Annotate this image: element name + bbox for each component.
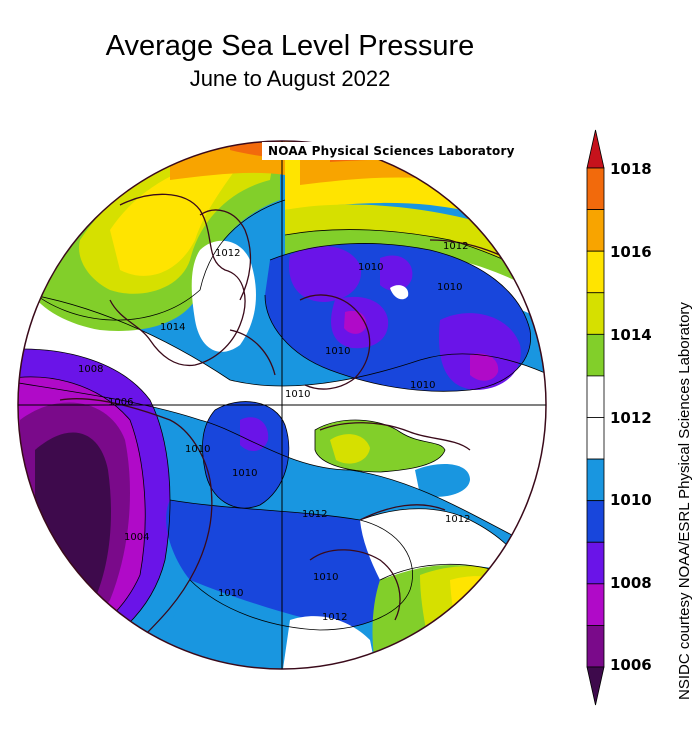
contour-label: 1012 (302, 509, 327, 520)
colorbar-band (586, 458, 605, 502)
colorbar-band (586, 500, 605, 543)
contour-label: 1014 (160, 322, 185, 333)
field-1011-alaska (415, 464, 470, 497)
colorbar-band (586, 209, 605, 252)
colorbar-tick-label: 1016 (610, 243, 652, 261)
colorbar-tick-label: 1012 (610, 409, 652, 427)
colorbar-band (586, 541, 605, 585)
contour-label: 1010 (285, 389, 310, 400)
noaa-credit-box: NOAA Physical Sciences Laboratory (262, 142, 521, 160)
contour-label: 1012 (443, 241, 468, 252)
contour-label: 1012 (322, 612, 347, 623)
colorbar-bands (586, 129, 605, 706)
colorbar-band (586, 292, 605, 335)
colorbar-tick-label: 1014 (610, 326, 652, 344)
colorbar-band (586, 666, 605, 706)
contour-label: 1004 (124, 532, 149, 543)
contour-label: 1010 (185, 444, 210, 455)
colorbar-tick-label: 1006 (610, 656, 652, 674)
field-1010-center (202, 401, 289, 509)
field-1012-e (390, 285, 409, 300)
colorbar-band (586, 250, 605, 294)
contour-label: 1010 (410, 380, 435, 391)
contour-label: 1012 (215, 248, 240, 259)
contour-label: 1008 (78, 364, 103, 375)
contour-label: 1010 (232, 468, 257, 479)
map-subtitle: June to August 2022 (189, 66, 391, 91)
contour-label: 1010 (437, 282, 462, 293)
colorbar-band (586, 417, 605, 460)
field-1009-b (380, 255, 413, 291)
field-1015-center (330, 434, 370, 464)
contour-label: 1010 (218, 588, 243, 599)
contour-label: 1010 (325, 346, 350, 357)
colorbar-band (586, 129, 605, 169)
colorbar-tick-label: 1018 (610, 160, 652, 178)
colorbar-tick-label: 1008 (610, 574, 652, 592)
field-1009-d (439, 313, 521, 390)
contour-label: 1012 (445, 514, 470, 525)
field-1008-d (470, 353, 499, 381)
contour-label: 1010 (313, 572, 338, 583)
field-1009-center (240, 417, 269, 452)
colorbar-band (586, 375, 605, 418)
colorbar-band (586, 167, 605, 210)
contour-label-group: 1012 1014 1010 1010 1012 1010 1010 1010 … (78, 241, 470, 623)
colorbar-band (586, 333, 605, 377)
field-1012-south (280, 616, 380, 669)
colorbar-band (586, 625, 605, 668)
colorbar-band (586, 583, 605, 626)
field-1009-a (289, 246, 361, 302)
side-credit-label: NSIDC courtesy NOAA/ESRL Physical Scienc… (676, 302, 693, 700)
colorbar-ticks: 1018 1016 1014 1012 1010 1008 1006 (610, 160, 652, 674)
colorbar-tick-label: 1010 (610, 491, 652, 509)
field-1012-alaska (360, 508, 530, 580)
contour-label: 1010 (358, 262, 383, 273)
field-1016-nw (110, 156, 245, 276)
map-title: Average Sea Level Pressure (105, 30, 475, 62)
contour-label: 1006 (108, 397, 133, 408)
